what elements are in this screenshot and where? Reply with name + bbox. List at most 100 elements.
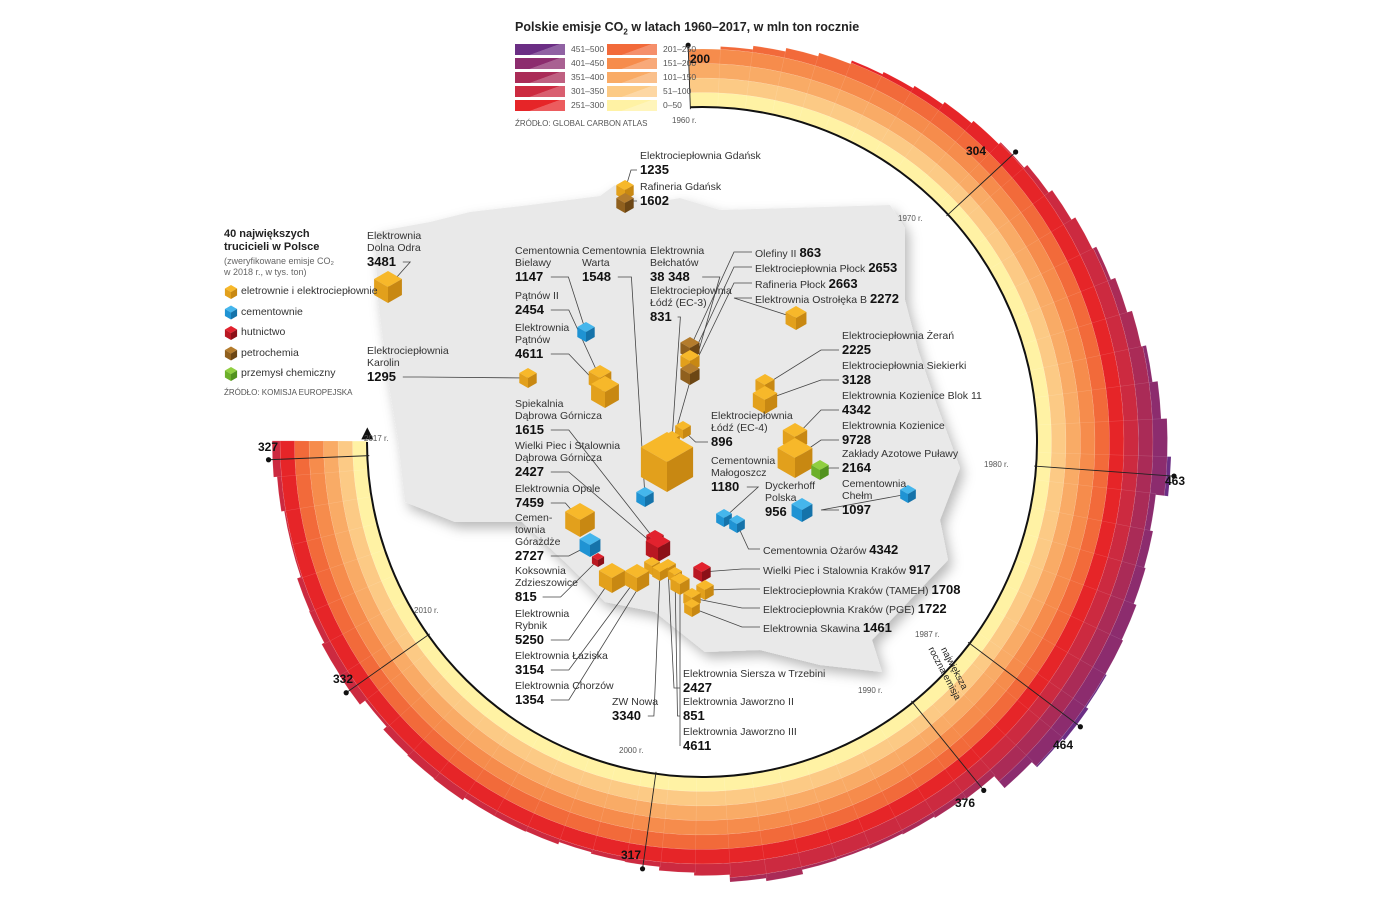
plant-cube-icon (900, 485, 916, 503)
leader-line (550, 309, 601, 379)
cube-top (374, 271, 402, 287)
ring-cell (868, 829, 904, 850)
cube-left (811, 465, 820, 480)
ring-cell (308, 608, 331, 645)
year-label: 2000 r. (619, 746, 644, 755)
legend-swatch-label: 201–250 (663, 44, 697, 54)
cube-top (636, 487, 654, 497)
cube-left (752, 393, 765, 414)
cube-right (702, 567, 711, 582)
plant-name: Elektrownia Ostrołęka B (755, 294, 868, 306)
cube-right (605, 384, 619, 408)
leader-line (674, 574, 680, 717)
plant-emission-value: 815 (515, 589, 537, 604)
plant-name: Elektrociepłownia Gdańsk (640, 150, 761, 162)
cube-left (224, 350, 231, 361)
plant-label: Elektrociepłownia Gdańsk 1235 (640, 150, 761, 178)
leader-line (764, 349, 839, 386)
cube-top (752, 386, 778, 400)
cube-right (690, 368, 700, 385)
ring-cell (1065, 422, 1081, 456)
plant-name: ZW Nowa (612, 696, 659, 708)
plant-cube-icon (616, 193, 634, 213)
plant-label: Rafineria Płock 2663 (755, 276, 858, 292)
cube-left (565, 511, 580, 537)
ring-cell (764, 866, 804, 882)
cube-left (670, 578, 680, 595)
ring-cell (662, 818, 697, 836)
plant-cube-icon (777, 438, 813, 478)
cube-top (644, 557, 660, 566)
ring-cell (665, 789, 697, 807)
plant-cube-icon (519, 368, 537, 388)
cube-left (598, 570, 612, 593)
ring-cell (1137, 418, 1154, 458)
category-label: hutnictwo (241, 326, 286, 338)
legend-swatch-label: 101–150 (663, 72, 697, 82)
cube-right (625, 198, 634, 213)
plant-emission-value: 2427 (515, 464, 544, 479)
legend-swatch-label: 0–50 (663, 100, 682, 110)
plant-emission-value: 956 (765, 504, 787, 519)
cube-left (577, 327, 586, 342)
plant-name: Cementownia Warta (582, 245, 647, 269)
cube-top (591, 553, 605, 560)
plant-cube-icon (598, 563, 626, 593)
plant-name: Cementownia Małogoszcz (711, 455, 776, 479)
poland-map (375, 185, 960, 672)
plant-emission-value: 1295 (367, 369, 396, 384)
cube-left (624, 571, 637, 592)
plant-emission-value: 9728 (842, 432, 871, 447)
leader-line (402, 376, 529, 379)
emission-source: ŹRÓDŁO: GLOBAL CARBON ATLAS (515, 119, 648, 128)
cube-top (675, 421, 691, 430)
legend-swatch-label: 301–350 (571, 86, 605, 96)
cube-top (519, 368, 537, 378)
annotation-dot (343, 690, 349, 696)
leader-line (550, 471, 659, 549)
category-cube-icon (224, 367, 238, 381)
cube-right (908, 489, 916, 503)
ring-cell (1123, 419, 1139, 458)
category-cube-icon (224, 346, 238, 361)
year-tick-line (911, 700, 985, 791)
ring-cell (988, 744, 1027, 782)
cube-right (692, 603, 700, 617)
plant-label: Olefiny II 863 (755, 245, 821, 261)
plant-emission-value: 1615 (515, 422, 544, 437)
plant-cube-icon (791, 498, 813, 522)
ring-cell (1094, 421, 1110, 457)
plant-emission-value: 3340 (612, 708, 641, 723)
legend-swatch-label: 351–400 (571, 72, 605, 82)
plant-cube-icon (652, 563, 668, 581)
plant-name: Elektrociepłownia Płock (755, 263, 866, 275)
plant-name: Elektrownia Dolna Odra (367, 230, 422, 254)
legend-swatch (607, 72, 657, 83)
cube-right (612, 570, 626, 593)
cube-top (680, 363, 700, 374)
cube-left (785, 312, 796, 330)
plant-label: Elektrownia Bełchatów 38 348 (650, 245, 704, 285)
annotation-value: 327 (258, 440, 279, 454)
cube-left (519, 373, 528, 388)
cube-left (224, 309, 231, 320)
plant-name: Dyckerhoff Polska (765, 480, 815, 504)
plant-emission-value: 1235 (640, 162, 669, 177)
plant-name: Wielki Piec i Stalownia Dąbrowa Górnicza (515, 440, 621, 464)
plant-name: Cemen- townia Górażdże (515, 512, 561, 548)
legend-swatch (515, 100, 565, 111)
cube-top (755, 374, 775, 385)
leader-line (647, 571, 661, 717)
plant-label: Elektrownia Opole 7459 (515, 483, 600, 511)
plant-cube-icon (811, 460, 829, 480)
leader-line (736, 523, 760, 550)
plant-emission-value: 1097 (842, 502, 871, 517)
ring-cell (382, 724, 414, 756)
plant-cube-icon (591, 553, 605, 567)
plant-name: Elektrownia Bełchatów (650, 245, 705, 269)
leader-line (542, 559, 599, 598)
category-label: przemysł chemiczny (241, 367, 336, 379)
cube-top (680, 337, 700, 348)
plant-label: Zakłady Azotowe Puławy 2164 (842, 448, 958, 476)
